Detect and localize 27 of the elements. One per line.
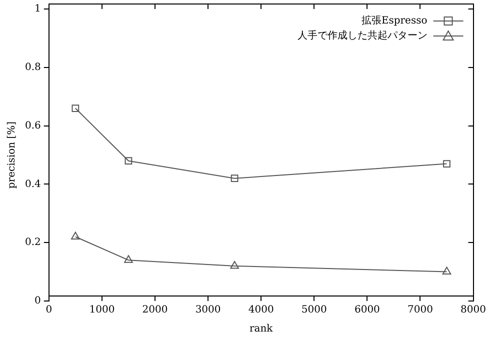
y-tick-label: 0.6	[24, 120, 41, 132]
x-axis-title: rank	[249, 324, 274, 335]
point	[72, 104, 80, 112]
x-tick-label: 7000	[408, 304, 433, 316]
y-tick-label: 0.2	[24, 237, 41, 248]
y-tick-label: 0	[34, 296, 41, 307]
y-axis-title: precision [%]	[6, 121, 18, 189]
point	[124, 255, 133, 263]
x-tick-label: 5000	[301, 304, 327, 316]
x-tick-label: 8000	[460, 304, 486, 316]
legend-label: 人手で作成した共起パターン	[297, 30, 428, 42]
y-tick-label: 0.4	[24, 178, 41, 190]
legend-label: 拡張Espresso	[361, 14, 428, 27]
x-tick-label: 0	[46, 304, 52, 316]
point	[124, 157, 132, 165]
x-tick-label: 3000	[195, 304, 221, 316]
point	[230, 260, 239, 269]
y-tick-label: 0.8	[24, 62, 41, 73]
x-tick-label: 1000	[89, 304, 115, 316]
x-tick-label: 2000	[142, 304, 168, 316]
point	[443, 160, 450, 168]
point	[71, 232, 80, 240]
x-tick-label: 6000	[354, 304, 380, 316]
x-tick-label: 4000	[248, 304, 274, 316]
point	[230, 174, 238, 182]
point	[442, 266, 452, 275]
y-tick-label: 1	[34, 4, 41, 15]
